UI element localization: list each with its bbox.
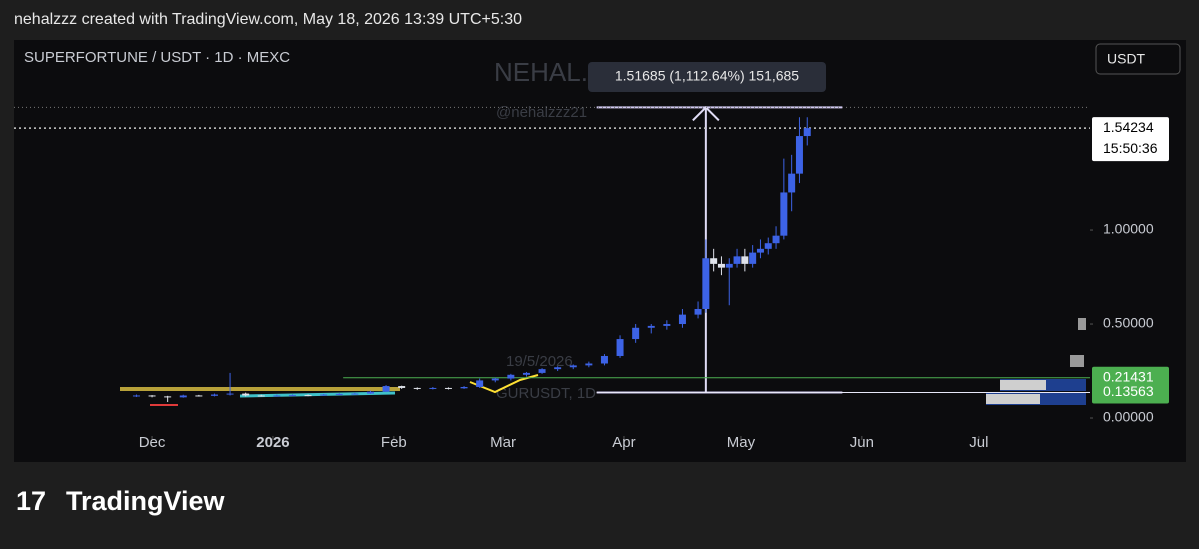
- candle-body: [413, 387, 421, 389]
- candle-body: [538, 369, 546, 373]
- candle-body: [678, 314, 686, 325]
- x-tick-label: Jun: [850, 434, 874, 451]
- candle-body: [351, 393, 359, 395]
- candle-body: [288, 395, 296, 397]
- candle-body: [717, 263, 725, 268]
- candle-body: [647, 325, 655, 328]
- candle-body: [195, 395, 203, 397]
- candle-body: [749, 252, 757, 264]
- candle-body: [460, 386, 468, 389]
- currency-button[interactable]: [1095, 43, 1181, 75]
- candle-body: [600, 355, 608, 364]
- price-label-box: [1092, 117, 1169, 162]
- candle-body: [444, 387, 452, 389]
- measure-label: 1.51685 (1,112.64%) 151,685: [615, 68, 799, 84]
- candle-body: [476, 380, 484, 387]
- watermark: 19/5/2026: [506, 353, 573, 370]
- candle-body: [210, 394, 218, 396]
- candle-body: [226, 393, 234, 395]
- volume-profile: [1078, 318, 1086, 330]
- x-tick-label: Dec: [139, 434, 166, 451]
- candle-body: [273, 395, 281, 397]
- candle-body: [507, 374, 515, 379]
- x-tick-label: Apr: [612, 434, 635, 451]
- candle-body: [733, 256, 741, 264]
- y-tick-label: 1.00000: [1103, 221, 1154, 237]
- candle-body: [335, 393, 343, 395]
- candle-body: [710, 258, 718, 264]
- watermark: @nehalzzz21: [496, 104, 587, 121]
- candle-body: [780, 192, 788, 236]
- countdown: 15:50:36: [1103, 140, 1158, 156]
- candle-body: [694, 308, 702, 315]
- candle-body: [320, 394, 328, 396]
- x-tick-label: 2026: [256, 434, 289, 451]
- candle-body: [382, 386, 390, 392]
- plot: 0.00000 0.50000 1.00000 Dec 2026 Feb Mar Apr May…: [14, 62, 1169, 451]
- candle-body: [764, 243, 772, 249]
- candle-body: [429, 387, 437, 389]
- candle-body: [257, 395, 265, 397]
- candle-body: [164, 396, 172, 398]
- x-tick-label: Jul: [969, 434, 988, 451]
- candle-body: [304, 395, 312, 397]
- candle-body: [772, 235, 780, 244]
- candle-body: [242, 393, 250, 396]
- y-tick-label: 0.00000: [1103, 409, 1154, 425]
- volume-profile: [986, 394, 1040, 404]
- volume-profile: [1070, 355, 1084, 367]
- candle-body: [788, 173, 796, 193]
- x-tick-label: May: [727, 434, 756, 451]
- candle-body: [491, 378, 499, 381]
- candle-body: [522, 372, 530, 375]
- logo-text: TradingView: [66, 486, 226, 516]
- candle-body: [585, 363, 593, 366]
- candle-body: [179, 395, 187, 398]
- price-label: 1.54234: [1103, 119, 1154, 135]
- candle-body: [569, 365, 577, 368]
- measure-arrowhead: [692, 105, 720, 122]
- candle-body: [663, 324, 671, 326]
- candle-body: [632, 327, 640, 340]
- candle-body: [741, 256, 749, 264]
- candle-body: [132, 395, 140, 397]
- candle-body: [702, 258, 710, 309]
- symbol-title: SUPERFORTUNE / USDT · 1D · MEXC: [24, 49, 290, 66]
- candle-body: [616, 339, 624, 356]
- volume-profile: [1000, 380, 1046, 390]
- candle-body: [398, 386, 406, 388]
- currency-label[interactable]: USDT: [1107, 51, 1146, 67]
- price-label: 0.13563: [1103, 383, 1154, 399]
- candle-body: [554, 367, 562, 370]
- watermark: GURUSDT, 1D: [496, 385, 596, 402]
- candle-body: [725, 263, 733, 268]
- measure-label-box: [588, 62, 826, 92]
- candle-body: [366, 391, 374, 394]
- candle-body: [756, 248, 764, 253]
- y-tick-label: 0.50000: [1103, 315, 1154, 331]
- price-label: 0.21431: [1103, 368, 1154, 384]
- candle-body: [803, 128, 811, 137]
- x-tick-label: Feb: [381, 434, 407, 451]
- candle-body: [795, 136, 803, 174]
- logo-mark: 17: [16, 486, 46, 516]
- price-label-box: [1092, 381, 1169, 404]
- candle-body: [148, 395, 156, 397]
- header-text: nehalzzz created with TradingView.com, M…: [14, 11, 522, 28]
- x-tick-label: Mar: [490, 434, 516, 451]
